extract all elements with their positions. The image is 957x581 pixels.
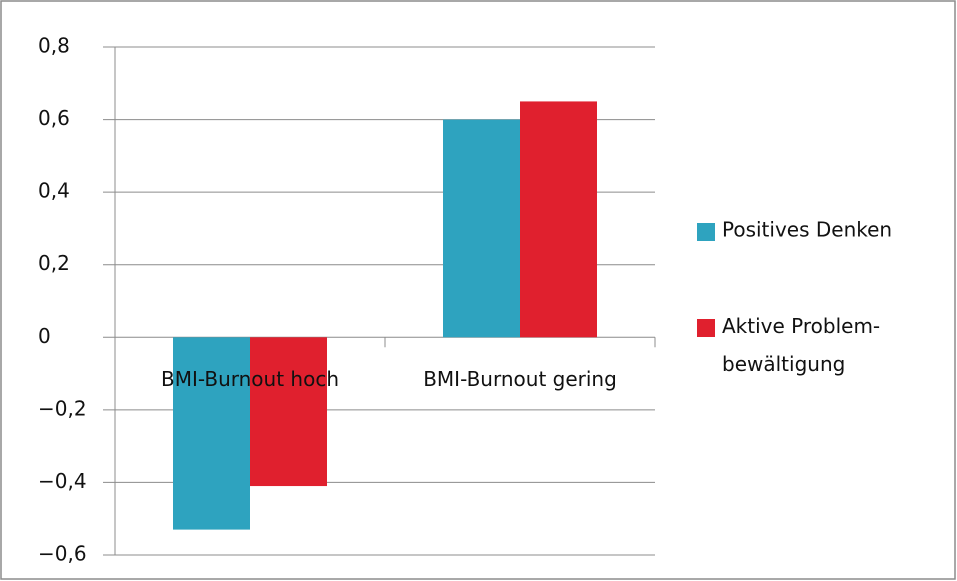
legend-swatch: [697, 223, 715, 241]
bar: [173, 337, 250, 530]
x-tick-label: BMI-Burnout gering: [423, 367, 617, 391]
y-tick-label: 0,8: [38, 34, 70, 58]
bar: [443, 119, 520, 338]
legend-label: Aktive Problem-bewältigung: [722, 314, 880, 376]
y-tick-label: 0,6: [38, 106, 70, 130]
x-tick-label: BMI-Burnout hoch: [161, 367, 339, 391]
bar: [250, 337, 327, 487]
y-tick-label: 0,4: [38, 179, 70, 203]
y-tick-label: 0,2: [38, 251, 70, 275]
bar: [520, 101, 597, 338]
y-tick-label: 0: [38, 324, 51, 348]
legend-label: Positives Denken: [722, 218, 892, 242]
y-tick-label: −0,4: [38, 469, 87, 493]
legend-swatch: [697, 319, 715, 337]
y-tick-label: −0,6: [38, 542, 87, 566]
y-tick-label: −0,2: [38, 396, 87, 420]
